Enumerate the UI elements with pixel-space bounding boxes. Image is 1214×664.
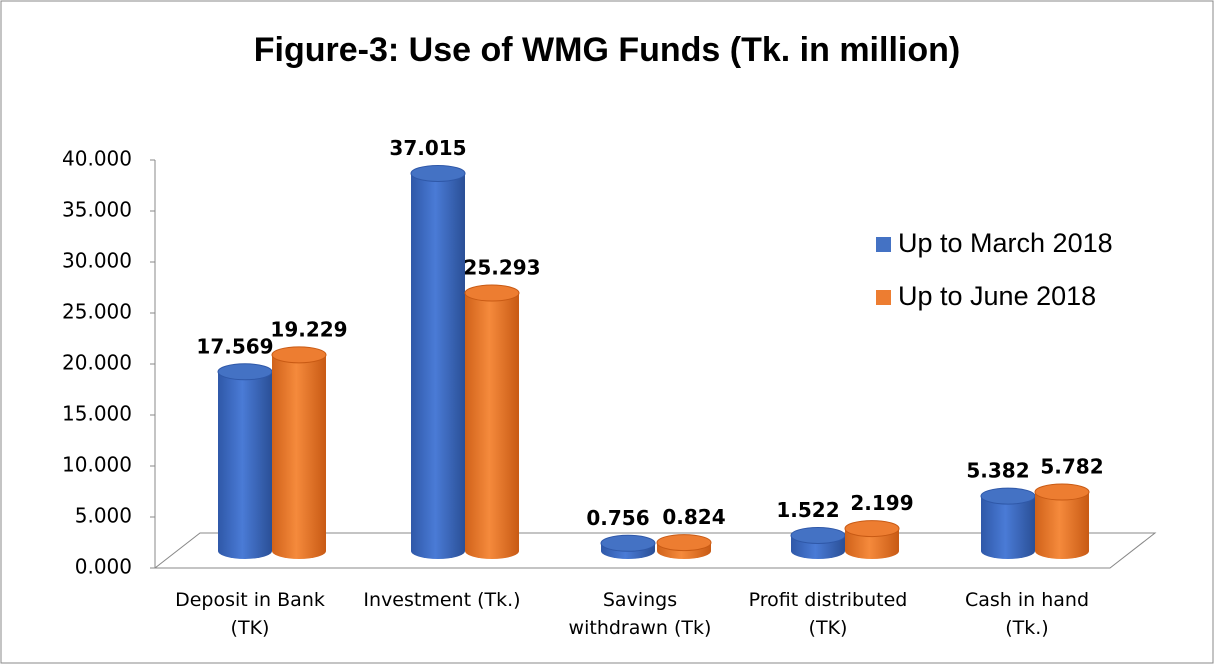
y-tick-label: 15.000 bbox=[62, 402, 132, 426]
bar-body bbox=[981, 496, 1035, 551]
bar-top bbox=[464, 284, 520, 302]
data-label: 5.382 bbox=[966, 459, 1029, 483]
floor bbox=[153, 532, 1157, 569]
y-tick-label: 30.000 bbox=[62, 249, 132, 273]
bar-base bbox=[845, 543, 899, 559]
x-tick-label: Cash in hand (Tk.) bbox=[964, 589, 1090, 639]
bar-top bbox=[844, 520, 900, 538]
bar-base bbox=[272, 543, 326, 559]
bar-base bbox=[791, 543, 845, 559]
bar-body bbox=[1035, 492, 1089, 551]
y-tick-label: 40.000 bbox=[62, 147, 132, 171]
y-tick-label: 10.000 bbox=[62, 453, 132, 477]
y-tick-label: 5.000 bbox=[75, 504, 132, 528]
bar-base bbox=[465, 543, 519, 559]
bar-top bbox=[600, 534, 656, 552]
data-label: 19.229 bbox=[270, 317, 347, 341]
bar-top bbox=[271, 346, 327, 364]
x-tick-label: Deposit in Bank (TK) bbox=[175, 589, 325, 639]
data-label: 25.293 bbox=[463, 256, 540, 280]
legend-label: Up to March 2018 bbox=[898, 228, 1113, 258]
data-label: 1.522 bbox=[776, 498, 839, 522]
bar-base bbox=[411, 543, 465, 559]
y-tick-label: 20.000 bbox=[62, 351, 132, 375]
bar-top bbox=[217, 363, 273, 381]
y-tick-label: 35.000 bbox=[62, 198, 132, 222]
x-tick-label: Savings withdrawn (Tk) bbox=[568, 589, 712, 639]
bar-body bbox=[465, 293, 519, 551]
x-tick-label: Investment (Tk.) bbox=[363, 589, 521, 611]
chart-title: Figure-3: Use of WMG Funds (Tk. in milli… bbox=[254, 31, 960, 69]
legend-swatch bbox=[876, 237, 891, 252]
data-label: 5.782 bbox=[1040, 455, 1103, 479]
bar-body bbox=[411, 173, 465, 551]
bar-base bbox=[218, 543, 272, 559]
bar-top bbox=[656, 534, 712, 552]
bar-body bbox=[272, 354, 326, 551]
y-tick-label: 0.000 bbox=[75, 555, 132, 579]
legend-label: Up to June 2018 bbox=[898, 281, 1096, 311]
data-label: 37.015 bbox=[389, 136, 466, 160]
data-label: 0.824 bbox=[662, 505, 725, 529]
data-label: 2.199 bbox=[850, 491, 913, 515]
x-tick-label: Profit distributed (TK) bbox=[748, 589, 908, 639]
data-label: 0.756 bbox=[586, 506, 649, 530]
legend-swatch bbox=[876, 290, 891, 305]
bar-top bbox=[1034, 483, 1090, 501]
bar-base bbox=[1035, 543, 1089, 559]
bar-top bbox=[410, 164, 466, 182]
bar-top bbox=[790, 526, 846, 544]
data-label: 17.569 bbox=[196, 334, 273, 358]
y-tick-label: 25.000 bbox=[62, 300, 132, 324]
bar-body bbox=[218, 371, 272, 551]
bar-top bbox=[980, 487, 1036, 505]
bar-base bbox=[981, 543, 1035, 559]
